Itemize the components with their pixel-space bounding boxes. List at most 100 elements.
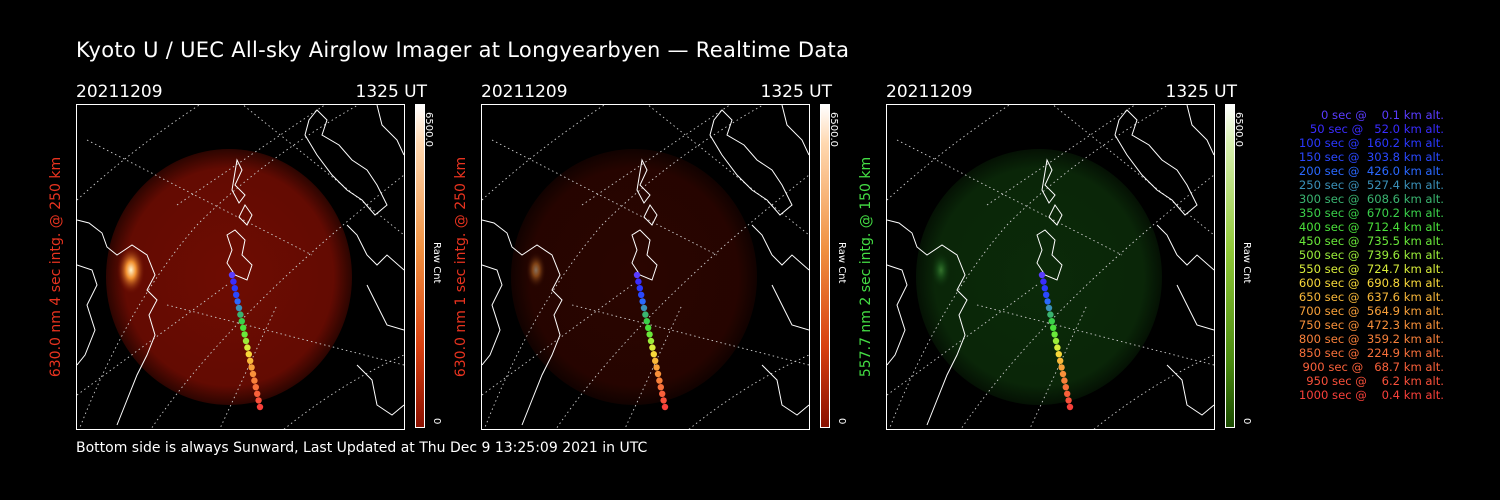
trajectory-point	[256, 403, 264, 411]
image-panel-3: 20211209 1325 UT 557.7 nm 2 sec intg. @ …	[858, 82, 1312, 432]
panel-ylabel: 630.0 nm 4 sec intg. @ 250 km	[48, 156, 64, 378]
trajectory-point	[228, 271, 236, 279]
allsky-image	[886, 104, 1215, 430]
footer-note: Bottom side is always Sunward, Last Upda…	[76, 440, 648, 456]
trajectory-point	[654, 370, 662, 378]
legend-entry: 600 sec @ 690.8 km alt.	[1295, 276, 1444, 290]
legend-entry: 100 sec @ 160.2 km alt.	[1295, 136, 1444, 150]
legend-entry: 0 sec @ 0.1 km alt.	[1309, 108, 1444, 122]
trajectory-point	[633, 271, 641, 279]
legend-entry: 550 sec @ 724.7 km alt.	[1295, 262, 1444, 276]
trajectory-point	[233, 291, 240, 298]
colorbar-max: 6500.0	[423, 112, 434, 147]
airglow-disk	[916, 149, 1162, 405]
trajectory-point	[1041, 285, 1048, 292]
trajectory-point	[1050, 324, 1057, 331]
trajectory-point	[231, 285, 238, 292]
aurora-patch	[117, 246, 145, 294]
aurora-patch	[931, 252, 951, 288]
trajectory-point	[642, 311, 649, 318]
trajectory-track	[633, 271, 669, 411]
legend-entry: 350 sec @ 670.2 km alt.	[1295, 206, 1444, 220]
trajectory-point	[1040, 278, 1047, 285]
allsky-image	[76, 104, 405, 430]
trajectory-point	[643, 318, 650, 325]
trajectory-point	[241, 331, 248, 338]
legend-entry: 900 sec @ 68.7 km alt.	[1298, 360, 1444, 374]
page-title: Kyoto U / UEC All-sky Airglow Imager at …	[76, 38, 850, 62]
trajectory-point	[645, 324, 652, 331]
panel-date: 20211209	[76, 82, 163, 102]
trajectory-point	[235, 304, 243, 312]
trajectory-point	[249, 370, 257, 378]
trajectory-point	[1052, 337, 1060, 345]
legend-entry: 500 sec @ 739.6 km alt.	[1295, 248, 1444, 262]
colorbar-unit: Raw Cnt	[431, 242, 442, 284]
trajectory-point	[244, 344, 251, 351]
trajectory-point	[230, 278, 237, 285]
colorbar-unit: Raw Cnt	[1241, 242, 1252, 284]
colorbar-min: 0	[1241, 418, 1252, 425]
colorbar-unit: Raw Cnt	[836, 242, 847, 284]
panel-ylabel: 630.0 nm 1 sec intg. @ 250 km	[453, 156, 469, 378]
trajectory-point	[1051, 331, 1058, 338]
trajectory-point	[647, 337, 655, 345]
trajectory-point	[1038, 271, 1046, 279]
trajectory-point	[1066, 403, 1074, 411]
colorbar-min: 0	[836, 418, 847, 425]
trajectory-point	[653, 364, 660, 371]
airglow-disk	[106, 149, 352, 405]
coastline	[77, 105, 404, 426]
image-panel-1: 20211209 1325 UT 630.0 nm 4 sec intg. @ …	[48, 82, 502, 432]
trajectory-point	[1057, 357, 1064, 364]
legend-entry: 450 sec @ 735.5 km alt.	[1295, 234, 1444, 248]
trajectory-point	[640, 304, 648, 312]
allsky-image	[481, 104, 810, 430]
colorbar	[1225, 104, 1235, 428]
trajectory-point	[635, 278, 642, 285]
legend-entry: 750 sec @ 472.3 km alt.	[1295, 318, 1444, 332]
trajectory-point	[255, 397, 262, 404]
trajectory-point	[1065, 397, 1072, 404]
legend-entry: 950 sec @ 6.2 km alt.	[1302, 374, 1444, 388]
trajectory-legend: 0 sec @ 0.1 km alt. 50 sec @ 52.0 km alt…	[1262, 108, 1444, 402]
legend-entry: 200 sec @ 426.0 km alt.	[1295, 164, 1444, 178]
legend-entry: 1000 sec @ 0.4 km alt.	[1298, 388, 1444, 402]
trajectory-point	[659, 390, 666, 397]
trajectory-track	[1038, 271, 1074, 411]
panel-date: 20211209	[886, 82, 973, 102]
legend-entry: 300 sec @ 608.6 km alt.	[1295, 192, 1444, 206]
trajectory-point	[251, 377, 258, 384]
trajectory-point	[650, 351, 657, 358]
legend-entry: 700 sec @ 564.9 km alt.	[1295, 304, 1444, 318]
legend-entry: 50 sec @ 52.0 km alt.	[1302, 122, 1444, 136]
trajectory-point	[661, 403, 669, 411]
trajectory-point	[1059, 370, 1067, 378]
trajectory-point	[1044, 298, 1051, 305]
panel-ylabel: 557.7 nm 2 sec intg. @ 150 km	[858, 156, 874, 378]
trajectory-point	[242, 337, 250, 345]
trajectory-point	[247, 357, 254, 364]
trajectory-point	[1062, 384, 1069, 391]
trajectory-point	[240, 324, 247, 331]
colorbar-max: 6500.0	[828, 112, 839, 147]
trajectory-point	[1047, 311, 1054, 318]
legend-entry: 650 sec @ 637.6 km alt.	[1295, 290, 1444, 304]
colorbar-min: 0	[431, 418, 442, 425]
image-panel-2: 20211209 1325 UT 630.0 nm 1 sec intg. @ …	[453, 82, 907, 432]
legend-entry: 850 sec @ 224.9 km alt.	[1295, 346, 1444, 360]
trajectory-point	[1061, 377, 1068, 384]
colorbar	[820, 104, 830, 428]
panel-time: 1325 UT	[760, 82, 833, 102]
trajectory-point	[254, 390, 261, 397]
trajectory-point	[245, 351, 252, 358]
trajectory-point	[1055, 351, 1062, 358]
trajectory-point	[657, 384, 664, 391]
legend-entry: 800 sec @ 359.2 km alt.	[1295, 332, 1444, 346]
trajectory-point	[656, 377, 663, 384]
trajectory-point	[248, 364, 255, 371]
coastline	[887, 105, 1214, 426]
colorbar	[415, 104, 425, 428]
trajectory-track	[228, 271, 264, 411]
trajectory-point	[652, 357, 659, 364]
